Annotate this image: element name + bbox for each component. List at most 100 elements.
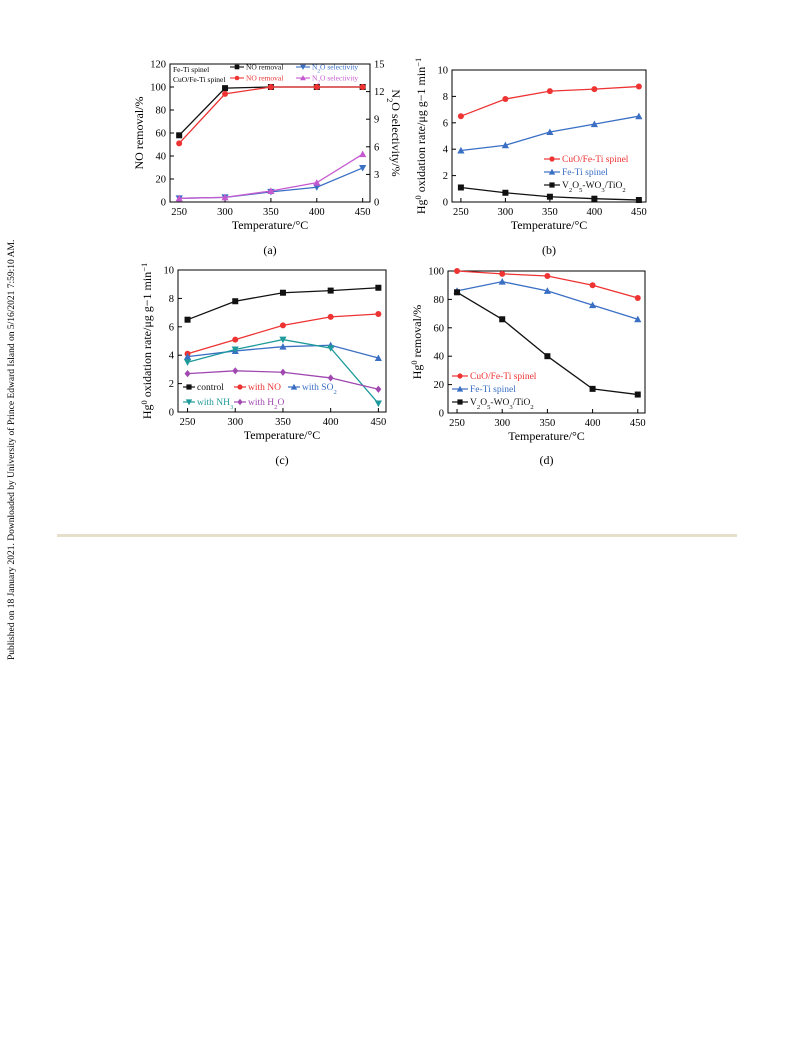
y-tick-label: 0 xyxy=(161,198,166,209)
data-point xyxy=(176,140,183,147)
legend-entry: with SO2 xyxy=(302,383,337,396)
y-tick-label: 40 xyxy=(156,152,167,163)
data-point xyxy=(544,272,551,279)
legend-marker xyxy=(186,384,192,390)
y-tick-label: 10 xyxy=(438,66,449,77)
data-point xyxy=(359,150,367,158)
y-axis-label: Hg0 oxidation rate/μg g−1 min−1 xyxy=(414,58,429,214)
legend-entry: NO removal xyxy=(246,63,283,72)
legend-entry: Fe-Ti spinel xyxy=(470,385,516,395)
x-tick-label: 250 xyxy=(453,207,469,218)
x-tick-label: 250 xyxy=(449,418,465,429)
data-point xyxy=(498,278,506,285)
legend-marker xyxy=(234,75,240,81)
data-point xyxy=(502,96,509,103)
chart-panel-c: 250 300 350 400 450 0 2 4 6 8 10 Temperature/°C Hg0 … xyxy=(140,263,387,467)
data-point xyxy=(359,164,367,172)
x-axis-label: Temperature/°C xyxy=(232,218,309,232)
data-point xyxy=(374,354,382,362)
x-tick-label: 350 xyxy=(275,417,291,428)
data-point xyxy=(232,367,239,375)
legend-marker xyxy=(548,168,556,175)
data-point xyxy=(279,289,286,296)
y-tick-label: 80 xyxy=(156,106,167,117)
x-axis-label: Temperature/°C xyxy=(508,429,585,443)
data-point xyxy=(327,287,334,294)
x-tick-label: 400 xyxy=(309,207,325,218)
legend-marker xyxy=(234,64,240,70)
x-tick-label: 350 xyxy=(540,418,556,429)
data-point xyxy=(175,194,183,202)
data-point xyxy=(184,370,191,378)
y-tick-label: 40 xyxy=(434,352,445,363)
x-tick-label: 300 xyxy=(227,417,243,428)
plot-frame xyxy=(177,269,387,413)
data-point xyxy=(634,315,642,323)
data-point xyxy=(327,345,335,352)
x-tick-label: 450 xyxy=(630,418,646,429)
legend-entry: N2O selectivity xyxy=(312,74,358,86)
panel-caption: (b) xyxy=(542,243,556,257)
x-tick-label: 400 xyxy=(585,418,601,429)
data-point xyxy=(279,336,287,344)
plot-frame xyxy=(451,69,647,203)
legend-marker xyxy=(185,399,193,406)
data-point xyxy=(375,311,382,318)
legend-marker xyxy=(457,399,463,405)
y2-tick-label: 6 xyxy=(374,142,379,153)
x-tick-label: 400 xyxy=(587,207,603,218)
data-point xyxy=(279,343,287,350)
data-point xyxy=(375,284,382,291)
data-point xyxy=(279,368,286,376)
y2-tick-label: 9 xyxy=(374,115,379,126)
data-point xyxy=(267,187,275,194)
plot-frame xyxy=(447,270,646,414)
data-point xyxy=(635,197,642,204)
y2-tick-label: 12 xyxy=(374,87,385,98)
data-point xyxy=(589,282,596,289)
legend-entry: CuO/Fe-Ti spinel xyxy=(470,372,537,382)
data-point xyxy=(313,184,321,191)
x-tick-label: 250 xyxy=(180,417,196,428)
data-point xyxy=(375,385,382,393)
x-tick-label: 450 xyxy=(631,207,647,218)
legend-entry: with NO xyxy=(248,383,281,393)
chart-panel-a: 250 300 350 400 45002040608010012003691215N2… xyxy=(132,60,403,258)
data-point xyxy=(184,316,191,323)
data-point xyxy=(327,374,334,382)
y2-tick-label: 3 xyxy=(374,170,379,181)
series-line-0 xyxy=(178,86,363,136)
data-point xyxy=(267,84,274,90)
legend-marker xyxy=(237,398,243,406)
y2-axis-label: N2O selectivity/% xyxy=(386,89,404,176)
legend-entry: V2O5-WO3/TiO2 xyxy=(470,398,534,411)
y-tick-label: 100 xyxy=(428,267,444,278)
y2-tick-label: 15 xyxy=(374,60,385,71)
data-point xyxy=(501,141,509,149)
y-tick-label: 2 xyxy=(443,171,448,182)
data-point xyxy=(457,184,464,191)
section-divider xyxy=(57,534,737,537)
data-point xyxy=(499,270,506,277)
legend-entry: V2O5-WO3/TiO2 xyxy=(562,181,626,194)
legend-entry: control xyxy=(197,383,224,393)
data-point xyxy=(457,113,464,120)
data-point xyxy=(635,83,642,90)
legend-group-label: Fe-Ti spinel xyxy=(173,65,209,74)
data-point xyxy=(591,86,598,93)
data-point xyxy=(499,316,506,323)
y-tick-label: 120 xyxy=(150,60,166,71)
legend-marker xyxy=(549,182,555,188)
y-axis-label: Hg0 oxidation rate/μg g−1 min−1 xyxy=(140,263,155,419)
y-tick-label: 8 xyxy=(169,294,174,305)
data-point xyxy=(546,128,554,136)
chart-panel-b: 250 300 350 400 450 0 2 4 6 8 10 Temperature/°C Hg0 … xyxy=(414,58,647,257)
data-point xyxy=(232,336,239,343)
y2-tick-label: 0 xyxy=(374,198,379,209)
data-point xyxy=(590,120,598,128)
x-tick-label: 450 xyxy=(355,207,371,218)
data-point xyxy=(183,359,192,366)
y-tick-label: 0 xyxy=(439,409,444,420)
y-tick-label: 6 xyxy=(443,118,448,129)
